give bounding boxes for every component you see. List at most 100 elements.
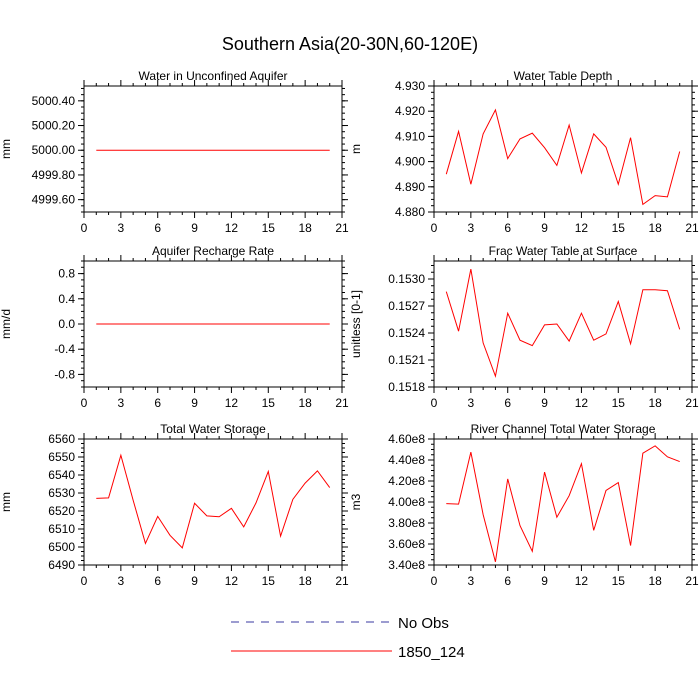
y-tick-label: 0.1524: [388, 326, 425, 340]
x-tick-label: 15: [262, 396, 276, 410]
series-line: [445, 108, 681, 206]
y-tick-label: 4999.80: [32, 168, 76, 182]
y-tick-label: 4.910: [395, 129, 425, 143]
x-tick-label: 6: [154, 574, 161, 588]
y-tick-label: 6560: [48, 432, 75, 446]
chart-title: Aquifer Recharge Rate: [152, 244, 274, 258]
x-tick-label: 15: [262, 574, 276, 588]
x-tick-label: 21: [685, 396, 699, 410]
y-tick-label: -0.4: [54, 342, 75, 356]
x-tick-label: 3: [118, 574, 125, 588]
y-tick-label: 6520: [48, 504, 75, 518]
plot-frame: [83, 438, 343, 566]
x-tick-label: 9: [191, 221, 198, 235]
x-tick-label: 3: [468, 574, 475, 588]
x-tick-label: 3: [118, 396, 125, 410]
y-tick-label: 4.00e8: [388, 495, 425, 509]
x-tick-label: 15: [262, 221, 276, 235]
x-tick-label: 21: [335, 574, 349, 588]
y-tick-label: 6530: [48, 486, 75, 500]
x-tick-label: 12: [225, 221, 239, 235]
x-tick-label: 9: [541, 574, 548, 588]
x-tick-label: 9: [541, 221, 548, 235]
plot-frame: [433, 260, 693, 388]
y-axis-label: mm: [0, 492, 13, 512]
chart-title: Frac Water Table at Surface: [489, 244, 638, 258]
legend: No Obs 1850_124: [231, 615, 465, 661]
y-tick-label: 3.80e8: [388, 516, 425, 530]
y-tick-label: 4.930: [395, 79, 425, 93]
x-tick-label: 21: [685, 221, 699, 235]
x-tick-label: 0: [431, 574, 438, 588]
y-axis-label: m: [349, 144, 363, 154]
plot-frame: [83, 85, 343, 213]
y-axis-label: mm/d: [0, 309, 13, 339]
y-tick-label: 0.1518: [388, 380, 425, 394]
x-tick-label: 3: [118, 221, 125, 235]
x-tick-label: 0: [81, 574, 88, 588]
x-tick-label: 9: [541, 396, 548, 410]
y-tick-label: 6510: [48, 522, 75, 536]
y-tick-label: -0.8: [54, 367, 75, 381]
series-line: [446, 445, 680, 562]
y-tick-label: 0.8: [58, 267, 75, 281]
legend-label: 1850_124: [398, 644, 465, 661]
y-tick-label: 0.1527: [388, 299, 425, 313]
x-tick-label: 18: [298, 221, 312, 235]
x-tick-label: 6: [154, 221, 161, 235]
x-tick-label: 18: [648, 574, 662, 588]
x-tick-label: 12: [225, 396, 239, 410]
plot-frame: [433, 85, 693, 213]
chart-panel: Water in Unconfined Aquifer 0 3 6 9 12 15 18 21 4…: [0, 69, 349, 235]
y-tick-label: 4.880: [395, 205, 425, 219]
y-tick-label: 5000.40: [32, 94, 76, 108]
y-tick-label: 4.920: [395, 104, 425, 118]
y-tick-label: 6490: [48, 558, 75, 572]
x-tick-label: 0: [81, 396, 88, 410]
series-line: [445, 269, 681, 379]
chart-panel: Water Table Depth 0 3 6 9 12 15 18 21 4.880 4.890 4…: [349, 69, 699, 235]
y-tick-label: 4999.60: [32, 193, 76, 207]
x-tick-label: 12: [225, 574, 239, 588]
y-tick-label: 3.40e8: [388, 558, 425, 572]
legend-label: No Obs: [398, 615, 449, 632]
chart-panel: Total Water Storage 0 3 6 9 12 15 18 21 6490 6500 6…: [0, 422, 349, 588]
x-tick-label: 3: [468, 221, 475, 235]
x-tick-label: 18: [298, 574, 312, 588]
chart-panel: Frac Water Table at Surface 0 3 6 9 12 15 18 21 0…: [349, 244, 699, 410]
x-tick-label: 18: [648, 396, 662, 410]
y-tick-label: 6550: [48, 450, 75, 464]
x-tick-label: 21: [335, 221, 349, 235]
y-tick-label: 4.60e8: [388, 432, 425, 446]
x-tick-label: 12: [575, 574, 589, 588]
y-tick-label: 6500: [48, 540, 75, 554]
x-tick-label: 0: [431, 221, 438, 235]
figure-title: Southern Asia(20-30N,60-120E): [222, 34, 478, 54]
x-tick-label: 18: [648, 221, 662, 235]
y-tick-label: 6540: [48, 468, 75, 482]
plot-frame: [433, 438, 693, 566]
y-tick-label: 0.1530: [388, 272, 425, 286]
y-tick-label: 0.0: [58, 317, 75, 331]
x-tick-label: 3: [468, 396, 475, 410]
x-tick-label: 12: [575, 396, 589, 410]
y-axis-label: unitless [0-1]: [349, 290, 363, 358]
y-tick-label: 5000.20: [32, 119, 76, 133]
y-tick-label: 0.1521: [388, 353, 425, 367]
y-axis-label: mm: [0, 139, 13, 159]
chart-title: Total Water Storage: [160, 422, 266, 436]
x-tick-label: 15: [612, 221, 626, 235]
chart-panel: River Channel Total Water Storage 0 3 6 9 12 1…: [349, 422, 699, 588]
x-tick-label: 6: [504, 574, 511, 588]
y-tick-label: 4.20e8: [388, 474, 425, 488]
chart-title: River Channel Total Water Storage: [471, 422, 656, 436]
panels-group: Water in Unconfined Aquifer 0 3 6 9 12 15 18 21 4…: [0, 69, 699, 588]
x-tick-label: 15: [612, 574, 626, 588]
chart-title: Water in Unconfined Aquifer: [139, 69, 288, 83]
y-tick-label: 4.890: [395, 180, 425, 194]
x-tick-label: 6: [154, 396, 161, 410]
x-tick-label: 21: [335, 396, 349, 410]
y-tick-label: 4.900: [395, 155, 425, 169]
chart-title: Water Table Depth: [514, 69, 613, 83]
